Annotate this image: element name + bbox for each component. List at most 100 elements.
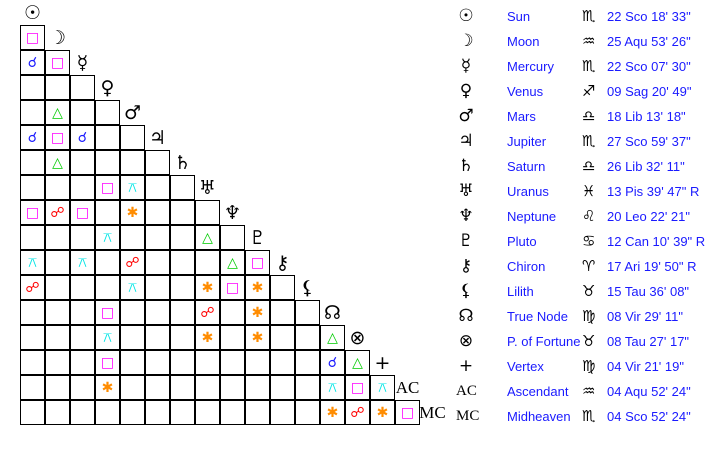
aspect-cell-lilith-mars: ⚻ (120, 275, 145, 300)
aspect-cell-true-node-uranus: ☍ (195, 300, 220, 325)
body-position: 22 Sco 18' 33" (607, 9, 691, 24)
square-icon: □ (25, 29, 40, 46)
planet-icon: ♂ (458, 106, 474, 126)
quincunx-icon: ⚻ (127, 179, 138, 196)
aspect-cell-neptune-mars: ✱ (120, 200, 145, 225)
position-row-p-of-fortune: ⊗ P. of Fortune ♉ 08 Tau 27' 17" (450, 330, 705, 355)
moon-glyph-icon: ☽ (48, 26, 67, 49)
body-name: Ascendant (507, 384, 569, 399)
aspect-cell-neptune-mercury: □ (70, 200, 95, 225)
zodiac-sign-icon: ♏ (582, 7, 596, 25)
aspect-cell-vertex-neptune (220, 350, 245, 375)
aspect-cell-p-of-fortune-true-node: △ (320, 325, 345, 350)
sextile-icon: ✱ (126, 204, 139, 221)
sextile-icon: ✱ (326, 404, 339, 421)
aspect-cell-vertex-saturn (170, 350, 195, 375)
body-position: 18 Lib 13' 18" (607, 109, 686, 124)
aspect-cell-ascendant-mars (120, 375, 145, 400)
trine-icon: △ (352, 354, 363, 371)
sextile-icon: ✱ (251, 329, 264, 346)
aspect-cell-midheaven-lilith (295, 400, 320, 425)
trine-icon: △ (52, 104, 63, 121)
planet-icon: ♇ (458, 231, 474, 251)
quincunx-icon: ⚻ (377, 379, 388, 396)
zodiac-sign-icon: ♐ (582, 82, 596, 100)
conjunction-icon: ☌ (27, 54, 38, 71)
aspect-cell-pluto-mars (120, 225, 145, 250)
opposition-icon: ☍ (50, 204, 65, 221)
position-row-venus: ♀ Venus ♐ 09 Sag 20' 49" (450, 80, 705, 105)
trine-icon: △ (52, 154, 63, 171)
aspect-cell-vertex-moon (45, 350, 70, 375)
zodiac-sign-icon: ♏ (582, 132, 596, 150)
jupiter-glyph-icon: ♃ (148, 126, 167, 149)
square-icon: □ (75, 204, 90, 221)
mars-glyph-icon: ♂ (123, 101, 142, 124)
aspect-grid: ☉ ☽ ☿ ♀ ♂ ♃ ♄ ♅ ♆ ♇ ⚷ ⚸ ☊ ⊗ + AC MC □ ☌ □ △ ☌ □ ☌ △ □ ⚻ □ ☍ □ ✱ ⚻ △ ⚻ ⚻ ☍ △ □… (20, 2, 446, 425)
sextile-icon: ✱ (201, 279, 214, 296)
body-name: Moon (507, 34, 540, 49)
aspect-cell-venus-sun (20, 75, 45, 100)
position-row-lilith: ⚸ Lilith ♉ 15 Tau 36' 08" (450, 280, 705, 305)
aspect-cell-midheaven-ascendant: □ (395, 400, 420, 425)
aspect-cell-ascendant-vertex: ⚻ (370, 375, 395, 400)
chiron-glyph-icon: ⚷ (275, 251, 290, 274)
vertex-glyph-icon: + (374, 351, 391, 374)
aspect-cell-uranus-sun (20, 175, 45, 200)
aspect-cell-mercury-moon: □ (45, 50, 70, 75)
planet-icon: ♆ (458, 206, 474, 226)
aspect-cell-neptune-uranus (195, 200, 220, 225)
square-icon: □ (100, 179, 115, 196)
aspect-cell-mars-mercury (70, 100, 95, 125)
body-name: P. of Fortune (507, 334, 581, 349)
body-name: Mercury (507, 59, 554, 74)
aspect-cell-p-of-fortune-lilith (295, 325, 320, 350)
aspect-cell-true-node-mercury (70, 300, 95, 325)
position-row-jupiter: ♃ Jupiter ♏ 27 Sco 59' 37" (450, 130, 705, 155)
body-position: 17 Ari 19' 50" R (607, 259, 697, 274)
opposition-icon: ☍ (125, 254, 140, 271)
aspect-cell-ascendant-saturn (170, 375, 195, 400)
aspect-cell-midheaven-uranus (195, 400, 220, 425)
aspect-cell-vertex-chiron (270, 350, 295, 375)
body-position: 15 Tau 36' 08" (607, 284, 690, 299)
aspect-cell-lilith-jupiter (145, 275, 170, 300)
square-icon: □ (350, 379, 365, 396)
aspect-cell-vertex-true-node: ☌ (320, 350, 345, 375)
position-row-chiron: ⚷ Chiron ♈ 17 Ari 19' 50" R (450, 255, 705, 280)
aspect-cell-ascendant-venus: ✱ (95, 375, 120, 400)
aspect-cell-pluto-jupiter (145, 225, 170, 250)
trine-icon: △ (227, 254, 238, 271)
aspect-cell-chiron-neptune: △ (220, 250, 245, 275)
aspect-cell-vertex-mercury (70, 350, 95, 375)
aspect-cell-ascendant-lilith (295, 375, 320, 400)
position-row-saturn: ♄ Saturn ♎ 26 Lib 32' 11" (450, 155, 705, 180)
aspect-cell-chiron-moon (45, 250, 70, 275)
aspect-cell-neptune-venus (95, 200, 120, 225)
aspect-cell-saturn-sun (20, 150, 45, 175)
body-position: 13 Pis 39' 47" R (607, 184, 700, 199)
aspect-cell-ascendant-mercury (70, 375, 95, 400)
square-icon: □ (225, 279, 240, 296)
aspect-cell-chiron-mars: ☍ (120, 250, 145, 275)
quincunx-icon: ⚻ (127, 279, 138, 296)
aspect-cell-mars-moon: △ (45, 100, 70, 125)
sextile-icon: ✱ (251, 304, 264, 321)
pluto-glyph-icon: ♇ (248, 226, 267, 249)
square-icon: □ (100, 354, 115, 371)
aspect-cell-jupiter-mars (120, 125, 145, 150)
aspect-cell-p-of-fortune-mercury (70, 325, 95, 350)
aspect-cell-mercury-sun: ☌ (20, 50, 45, 75)
midheaven-glyph-icon: MC (419, 402, 446, 422)
aspect-cell-uranus-mars: ⚻ (120, 175, 145, 200)
body-name: Jupiter (507, 134, 547, 149)
sextile-icon: ✱ (101, 379, 114, 396)
aspect-cell-true-node-venus: □ (95, 300, 120, 325)
aspect-cell-lilith-venus (95, 275, 120, 300)
aspect-cell-uranus-moon (45, 175, 70, 200)
body-position: 04 Aqu 52' 24" (607, 384, 691, 399)
aspect-cell-vertex-sun (20, 350, 45, 375)
aspect-cell-neptune-moon: ☍ (45, 200, 70, 225)
aspect-cell-lilith-neptune: □ (220, 275, 245, 300)
aspect-cell-venus-mercury (70, 75, 95, 100)
